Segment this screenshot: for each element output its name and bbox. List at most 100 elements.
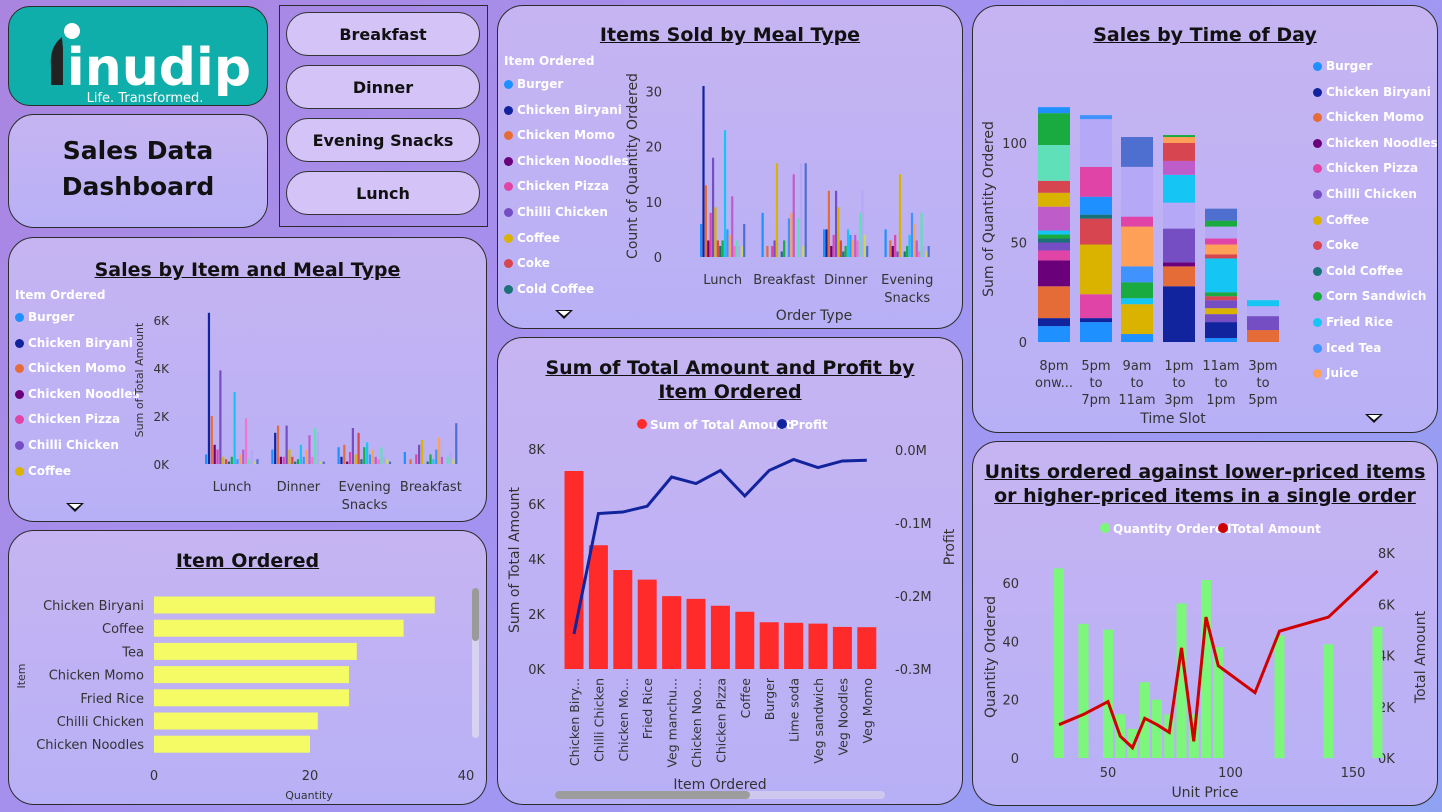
legend-item-chicken-noodles[interactable]: Chicken Noodles bbox=[504, 154, 629, 168]
x-tick-label: 5pm bbox=[1081, 359, 1110, 374]
legend-item-chicken-momo[interactable]: Chicken Momo bbox=[15, 361, 126, 375]
bar-lunch-chicken-momo bbox=[210, 416, 213, 464]
legend-item-chicken-noodles[interactable]: Chicken Noodles bbox=[1313, 136, 1437, 150]
bar-dinner-juice bbox=[851, 240, 854, 257]
horizontal-scrollbar[interactable] bbox=[555, 791, 885, 799]
legend-item-cold-coffee[interactable]: Cold Coffee bbox=[504, 282, 594, 296]
legend-item-burger[interactable]: Burger bbox=[504, 77, 563, 91]
y-tick-label: 60 bbox=[1002, 577, 1019, 592]
bar-evening-snacks-veg-noodles bbox=[386, 459, 389, 464]
bar-evening-snacks-fried-rice bbox=[908, 234, 911, 257]
legend-item-burger[interactable]: Burger bbox=[1313, 59, 1372, 73]
legend-item-chilli-chicken[interactable]: Chilli Chicken bbox=[15, 438, 119, 452]
bar-breakfast-chicken-momo bbox=[766, 245, 769, 257]
y-axis-label: Sum of Quantity Ordered bbox=[981, 121, 997, 297]
legend-label: Fried Rice bbox=[1326, 315, 1393, 329]
legend-scroll-down-icon[interactable] bbox=[555, 310, 573, 319]
legend-marker-icon bbox=[1313, 215, 1322, 225]
vertical-scrollbar[interactable] bbox=[472, 588, 479, 738]
stack-segment-veg-sandwich bbox=[1205, 226, 1237, 239]
bar-lunch-veg-momo bbox=[256, 459, 259, 464]
chart-title: Item Ordered bbox=[175, 550, 320, 572]
legend-item-cold-coffee[interactable]: Cold Coffee bbox=[1313, 264, 1403, 278]
legend-item-chicken-biryani[interactable]: Chicken Biryani bbox=[504, 103, 622, 117]
bar-evening-snacks-chicken-biryani bbox=[340, 456, 343, 464]
stack-segment-fried-rice bbox=[1121, 298, 1153, 305]
bar-breakfast-veg-sandwich bbox=[449, 452, 452, 464]
bar-lunch-chicken-noodles bbox=[213, 444, 216, 464]
bar-dinner-corn-sandwich bbox=[296, 459, 300, 464]
bar-breakfast-chicken-momo bbox=[409, 459, 412, 464]
bar-dinner-chicken-noodles bbox=[279, 456, 283, 464]
legend-item-corn-sandwich[interactable]: Corn Sandwich bbox=[1313, 289, 1426, 303]
legend-item-fried-rice[interactable]: Fried Rice bbox=[1313, 315, 1393, 329]
legend-item-chicken-pizza[interactable]: Chicken Pizza bbox=[15, 412, 120, 426]
legend-item-coffee[interactable]: Coffee bbox=[504, 231, 560, 245]
bar-lunch-veg-sandwich bbox=[250, 449, 253, 464]
bar-breakfast-veg-sandwich bbox=[799, 163, 803, 257]
bar-breakfast-veg-momo bbox=[455, 423, 458, 464]
legend-item-coke[interactable]: Coke bbox=[1313, 238, 1359, 252]
y-tick-label: 30 bbox=[645, 86, 662, 101]
scrollbar-thumb[interactable] bbox=[555, 791, 750, 799]
stack-segment-chicken-biryani bbox=[1038, 318, 1070, 327]
legend-item-juice[interactable]: Juice bbox=[1313, 366, 1358, 380]
bar-breakfast-veg-noodles bbox=[802, 245, 805, 257]
bar-evening-snacks-juice bbox=[371, 449, 374, 464]
stack-segment-veg-sandwich bbox=[1163, 202, 1195, 229]
legend-marker-icon bbox=[1313, 113, 1322, 123]
y-tick-label: 10 bbox=[645, 196, 662, 211]
bar-lunch-veg-sandwich bbox=[738, 245, 741, 257]
bar-lunch-juice bbox=[239, 454, 242, 464]
legend-item-chilli-chicken[interactable]: Chilli Chicken bbox=[1313, 187, 1417, 201]
bar-lunch-burger bbox=[205, 454, 208, 464]
x-tick-label: Veg sandwich bbox=[811, 678, 826, 764]
stack-segment-burger bbox=[1080, 322, 1112, 342]
bar-lunch-coffee bbox=[714, 207, 717, 257]
bar-chicken-noodles bbox=[154, 735, 310, 753]
x-tick-label: Veg manchu... bbox=[665, 678, 680, 768]
stack-segment-chilli-chicken bbox=[1205, 300, 1237, 309]
bar-dinner-lime-soda bbox=[308, 435, 311, 464]
stack-segment-coke bbox=[1205, 296, 1237, 301]
y-tick-label: 50 bbox=[1010, 237, 1027, 252]
legend-item-chicken-biryani[interactable]: Chicken Biryani bbox=[1313, 85, 1431, 99]
legend-item-chilli-chicken[interactable]: Chilli Chicken bbox=[504, 205, 608, 219]
bar-dinner-fried-rice bbox=[299, 444, 303, 464]
legend-item-chicken-noodles[interactable]: Chicken Noodles bbox=[15, 387, 140, 401]
bar-lunch-veg-manchurian bbox=[247, 459, 251, 464]
legend-item-coffee[interactable]: Coffee bbox=[15, 464, 71, 478]
slicer-button-evening-snacks[interactable]: Evening Snacks bbox=[286, 118, 480, 162]
x-tick-label: to bbox=[1172, 376, 1185, 391]
bar-breakfast-burger bbox=[761, 212, 764, 257]
chart-title: Items Sold by Meal Type bbox=[599, 24, 861, 46]
x-axis-label: Item Ordered bbox=[673, 777, 766, 793]
item-ordered-chart: Chicken Biryani Coffee Tea Chicken Momo Frie… bbox=[15, 596, 474, 802]
stack-segment-juice bbox=[1121, 226, 1153, 267]
bar-breakfast-chilli-chicken bbox=[418, 444, 421, 464]
bar-breakfast-lime-soda bbox=[792, 174, 795, 257]
legend-scroll-down-icon[interactable] bbox=[66, 503, 84, 512]
slicer-button-dinner[interactable]: Dinner bbox=[286, 65, 480, 109]
legend-item-coffee[interactable]: Coffee bbox=[1313, 213, 1369, 227]
legend-item-iced-tea[interactable]: Iced Tea bbox=[1313, 341, 1381, 355]
legend-item-chicken-pizza[interactable]: Chicken Pizza bbox=[1313, 161, 1418, 175]
scrollbar-thumb[interactable] bbox=[472, 588, 479, 641]
legend-scroll-down-icon[interactable] bbox=[1365, 414, 1383, 423]
legend-marker-icon bbox=[1313, 241, 1322, 251]
legend-item-chicken-momo[interactable]: Chicken Momo bbox=[504, 128, 615, 142]
bar-breakfast-chicken-pizza bbox=[771, 245, 774, 257]
legend-item-coke[interactable]: Coke bbox=[504, 256, 550, 270]
slicer-button-breakfast[interactable]: Breakfast bbox=[286, 12, 480, 56]
legend-label: Chicken Momo bbox=[28, 361, 127, 376]
legend-item-burger[interactable]: Burger bbox=[15, 310, 74, 324]
legend-marker-icon bbox=[777, 419, 787, 429]
legend-marker-icon bbox=[1313, 190, 1322, 199]
legend-label: Burger bbox=[517, 77, 564, 91]
bar-dinner-iced-tea bbox=[849, 234, 852, 257]
slicer-button-lunch[interactable]: Lunch bbox=[286, 171, 480, 215]
bar-chicken-biryani bbox=[154, 596, 435, 614]
legend-item-chicken-momo[interactable]: Chicken Momo bbox=[1313, 110, 1424, 124]
legend-item-chicken-pizza[interactable]: Chicken Pizza bbox=[504, 179, 609, 193]
legend-item-chicken-biryani[interactable]: Chicken Biryani bbox=[15, 336, 133, 350]
